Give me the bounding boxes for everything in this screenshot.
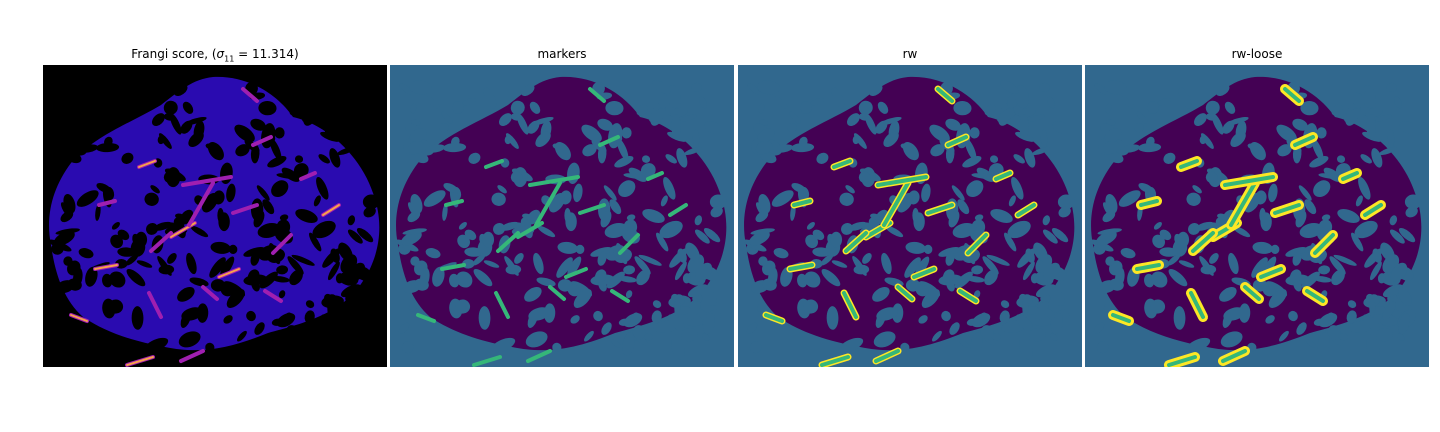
rw-loose-svg <box>1085 65 1429 367</box>
rw-image <box>738 65 1082 367</box>
rw-loose-image <box>1085 65 1429 367</box>
rw-svg <box>738 65 1082 367</box>
markers-panel-title: markers <box>390 47 734 61</box>
rw-loose-panel-title: rw-loose <box>1085 47 1429 61</box>
rw-panel-title: rw <box>738 47 1082 61</box>
frangi-score-image <box>43 65 387 367</box>
markers-image <box>390 65 734 367</box>
frangi-svg <box>43 65 387 367</box>
markers-svg <box>390 65 734 367</box>
frangi-panel-title: Frangi score, (σ11 = 11.314) <box>43 47 387 63</box>
